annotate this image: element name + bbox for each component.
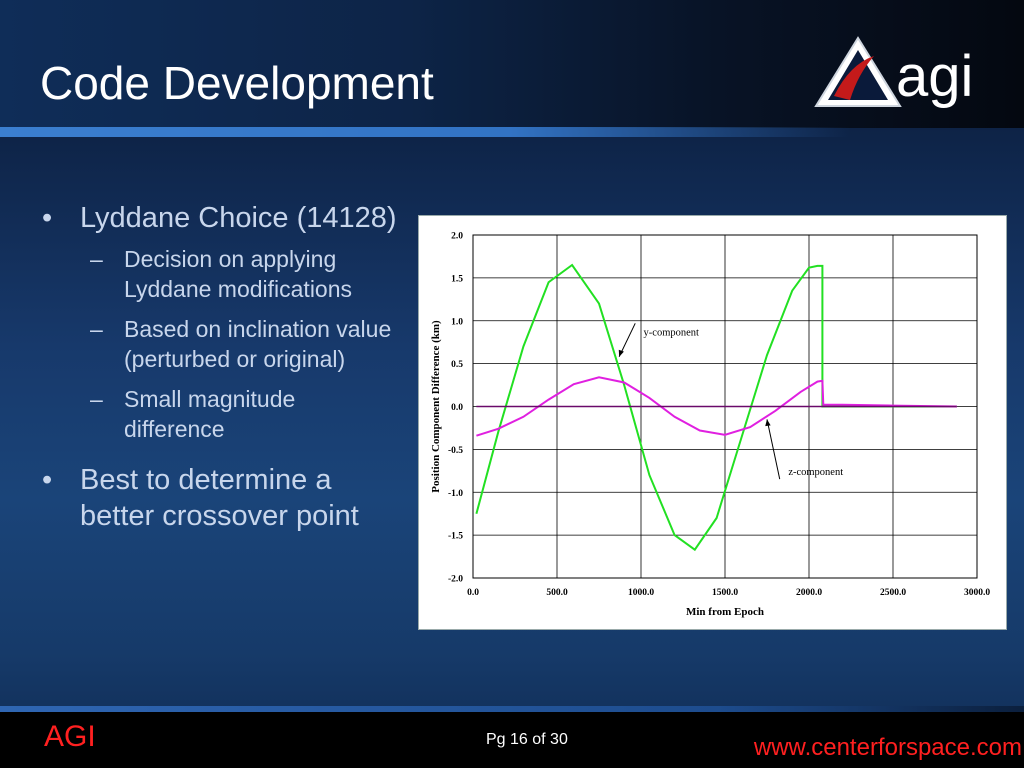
title-divider	[0, 127, 850, 137]
page-number: Pg 16 of 30	[486, 731, 568, 748]
bullet-text: Lyddane Choice (14128)	[80, 202, 397, 234]
x-tick-label: 1000.0	[628, 588, 654, 598]
plot-frame	[472, 234, 978, 579]
x-tick-label: 1500.0	[712, 588, 738, 598]
footer-divider	[0, 706, 1024, 712]
logo-wordmark: agi	[896, 44, 973, 109]
y-tick-label: -1.5	[448, 532, 463, 542]
x-tick-label: 2000.0	[796, 588, 822, 598]
sub-bullet-item: – Decision on applying Lyddane modificat…	[42, 244, 402, 304]
x-tick-label: 3000.0	[964, 588, 990, 598]
y-tick-label: -0.5	[448, 446, 463, 456]
agi-logo: agi	[814, 36, 973, 109]
sub-bullet-text: Based on inclination value (perturbed or…	[124, 316, 392, 372]
y-tick-label: 1.0	[451, 317, 463, 327]
y-tick-label: 0.0	[451, 403, 463, 413]
x-tick-label: 500.0	[546, 588, 568, 598]
annotation-arrowhead	[765, 419, 771, 427]
footer-org: AGI	[44, 720, 96, 753]
dash-symbol: –	[90, 386, 103, 412]
bullet-symbol: •	[42, 202, 53, 234]
bullet-text: Best to determine a better crossover poi…	[80, 464, 359, 532]
series-annotation: y-component	[644, 327, 699, 338]
y-tick-label: -2.0	[448, 575, 463, 585]
slide-title: Code Development	[40, 57, 434, 109]
sub-bullet-item: – Based on inclination value (perturbed …	[42, 314, 402, 374]
bullet-symbol: •	[42, 464, 53, 496]
dash-symbol: –	[90, 246, 103, 272]
z-component-line	[476, 376, 957, 437]
x-tick-label: 2500.0	[880, 588, 906, 598]
y-tick-label: 2.0	[451, 232, 463, 242]
series-annotation: z-component	[788, 467, 843, 478]
x-tick-label: 0.0	[467, 588, 479, 598]
y-component-line	[475, 263, 957, 552]
logo-swoosh	[834, 56, 874, 100]
y-tick-label: 1.5	[451, 274, 463, 284]
bullet-list: • Lyddane Choice (14128) – Decision on a…	[42, 200, 402, 542]
bullet-item: • Best to determine a better crossover p…	[42, 462, 402, 534]
sub-bullet-text: Small magnitude difference	[124, 386, 296, 442]
sub-bullet-item: – Small magnitude difference	[42, 384, 402, 444]
x-axis-title: Min from Epoch	[686, 606, 764, 618]
y-tick-label: -1.0	[448, 489, 463, 499]
annotation-arrow-line	[766, 419, 781, 480]
sub-bullet-text: Decision on applying Lyddane modificatio…	[124, 246, 353, 302]
y-axis-title: Position Component Difference (km)	[430, 320, 442, 493]
footer-bar	[0, 706, 1024, 768]
dash-symbol: –	[90, 316, 103, 342]
annotation-arrowhead	[618, 349, 624, 357]
y-tick-label: 0.5	[451, 360, 463, 370]
footer-url: www.centerforspace.com	[753, 734, 1022, 761]
chart-container: 0.0 500.0 1000.0 1500.0 2000.0 2500.0 3000.0 2.…	[418, 215, 1007, 630]
position-difference-chart: 0.0 500.0 1000.0 1500.0 2000.0 2500.0 3000.0 2.…	[430, 232, 990, 619]
bullet-item: • Lyddane Choice (14128)	[42, 200, 402, 236]
